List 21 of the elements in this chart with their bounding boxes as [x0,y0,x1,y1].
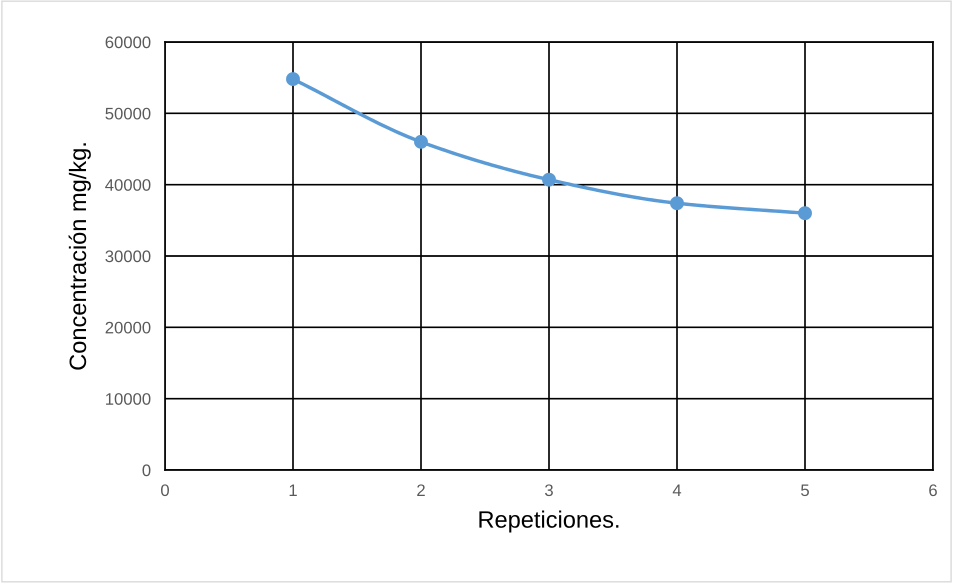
point [286,72,300,86]
point [670,196,684,210]
x-tick-label: 0 [161,484,169,496]
y-tick-label: 50000 [105,108,150,120]
y-tick-label: 60000 [106,36,150,48]
y-tick-label: 0 [142,464,150,476]
point [798,206,812,220]
y-tick-label: 10000 [106,393,150,405]
y-axis-title: Concentración mg/kg. [68,143,91,370]
x-tick-label: 2 [417,484,425,496]
point [542,172,556,187]
x-tick-label: 6 [929,484,937,496]
x-tick-label: 1 [290,484,297,496]
y-tick-label: 40000 [105,179,150,191]
y-tick-label: 30000 [105,250,150,262]
x-axis-title: Repeticiones. [479,510,618,533]
y-tick-label: 20000 [106,322,150,334]
x-tick-label: 4 [672,484,682,496]
x-tick-label: 5 [801,484,809,496]
x-tick-label: 3 [545,484,553,496]
point [414,134,428,149]
